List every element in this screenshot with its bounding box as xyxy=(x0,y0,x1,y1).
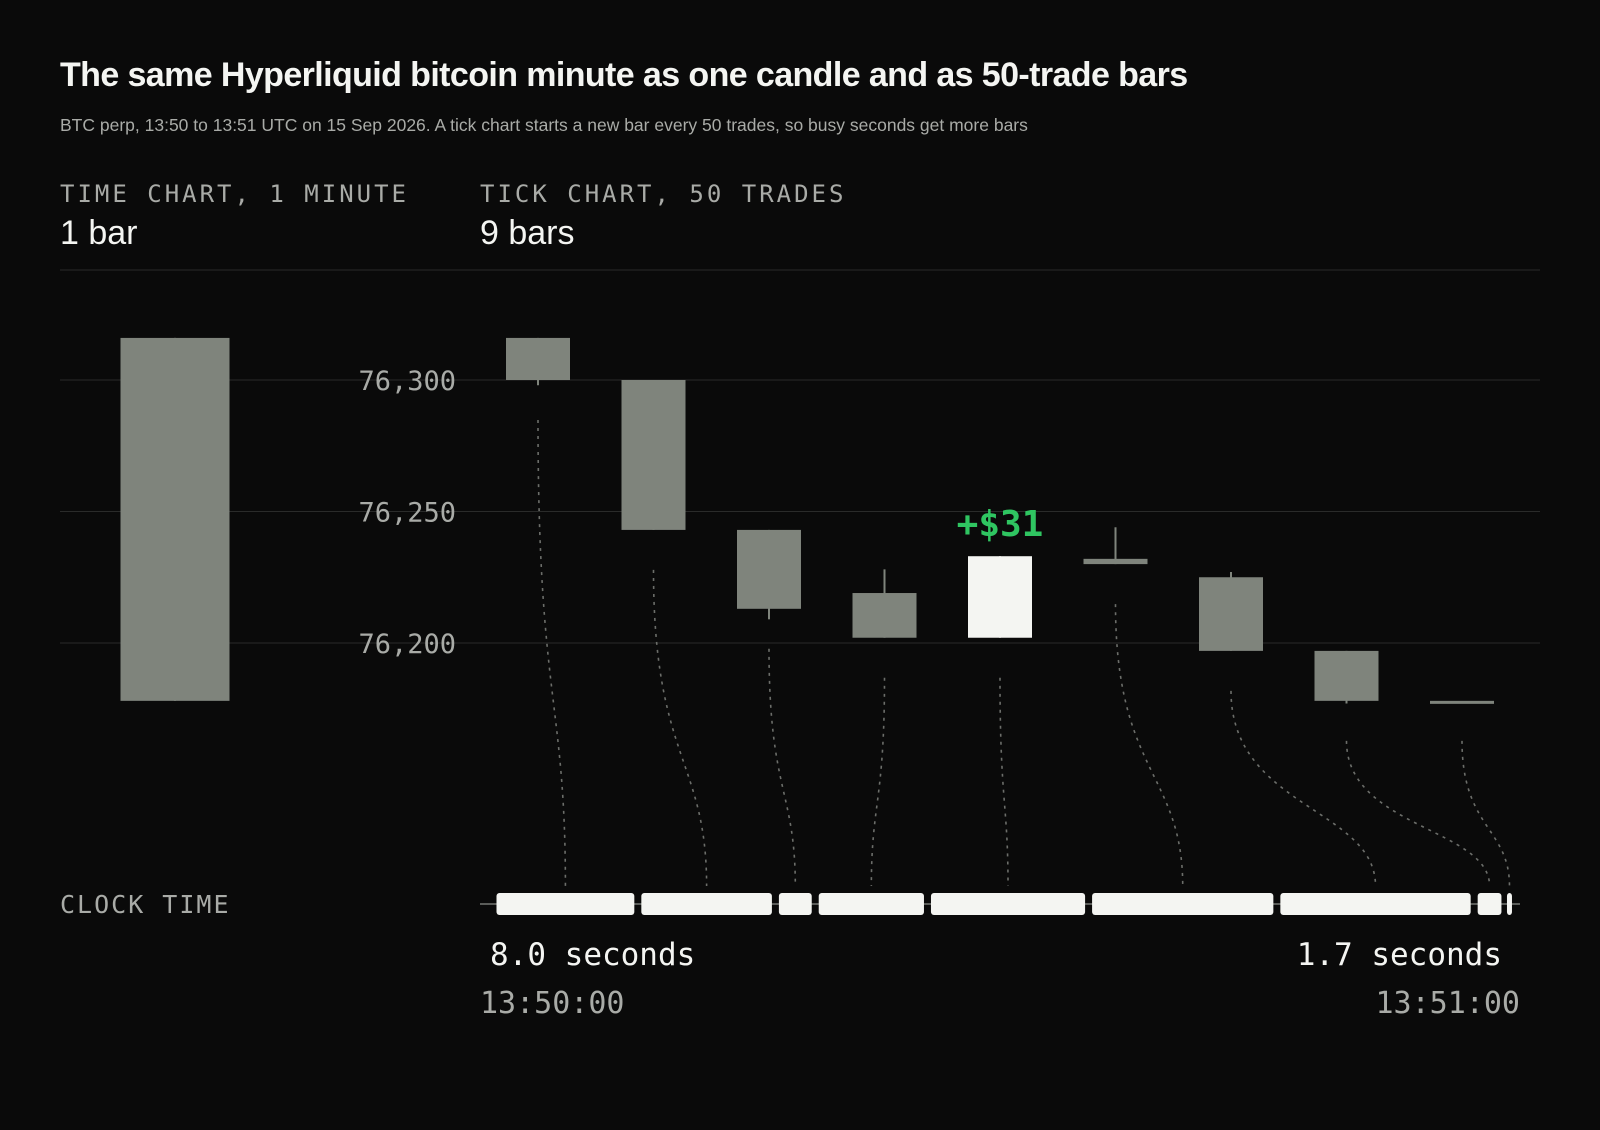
candle-annotation: +$31 xyxy=(957,504,1044,545)
chart-subtitle: BTC perp, 13:50 to 13:51 UTC on 15 Sep 2… xyxy=(60,115,1028,135)
last-duration-label: 1.7 seconds xyxy=(1297,937,1502,973)
clock-segment xyxy=(1280,893,1471,915)
candle-body xyxy=(1430,700,1494,704)
candle-body xyxy=(852,593,917,638)
y-tick-label: 76,250 xyxy=(358,498,456,529)
candle-body xyxy=(120,337,230,701)
first-duration-label: 8.0 seconds xyxy=(490,937,695,973)
tick-candle xyxy=(1083,527,1148,565)
candle-connector xyxy=(1114,604,1184,887)
candle-connector xyxy=(537,419,567,887)
candle-body xyxy=(1083,558,1148,565)
clock-segment xyxy=(1092,893,1274,915)
candle-body xyxy=(1199,577,1263,651)
clock-segment xyxy=(818,893,924,915)
clock-time-label: CLOCK TIME xyxy=(60,890,231,919)
tick-chart-label: TICK CHART, 50 TRADES xyxy=(480,180,847,208)
candle-connector xyxy=(1345,740,1491,887)
candle-connector xyxy=(652,569,708,887)
tick-candle xyxy=(852,569,917,638)
tick-candle xyxy=(1314,650,1379,704)
y-tick-label: 76,300 xyxy=(358,366,456,397)
tick-chart-count: 9 bars xyxy=(480,214,575,252)
tick-candle xyxy=(737,529,801,620)
tick-candle xyxy=(1430,700,1494,704)
clock-end-label: 13:51:00 xyxy=(1376,986,1521,1021)
tick-candle xyxy=(621,380,686,530)
y-tick-label: 76,200 xyxy=(358,629,456,660)
time-chart-label: TIME CHART, 1 MINUTE xyxy=(60,180,409,208)
candle-body xyxy=(621,380,686,530)
time-chart-candle xyxy=(120,337,230,701)
candle-connector xyxy=(768,648,797,887)
candle-body xyxy=(506,337,570,380)
clock-segment xyxy=(1506,893,1512,915)
tick-candle xyxy=(968,556,1032,638)
candle-connector xyxy=(870,677,886,887)
tick-candle xyxy=(1199,571,1263,651)
clock-start-label: 13:50:00 xyxy=(480,986,625,1021)
candle-connector xyxy=(1230,690,1377,887)
clock-segment xyxy=(1477,893,1502,915)
candle-body xyxy=(1314,650,1379,701)
candle-body xyxy=(968,556,1032,638)
chart-title: The same Hyperliquid bitcoin minute as o… xyxy=(60,56,1188,94)
clock-segment xyxy=(641,893,772,915)
tick-candle xyxy=(506,337,570,386)
clock-segment xyxy=(930,893,1086,915)
clock-segment xyxy=(778,893,812,915)
clock-segment xyxy=(496,893,635,915)
time-chart-count: 1 bar xyxy=(60,214,138,252)
candle-connector xyxy=(999,677,1009,887)
candle-body xyxy=(737,529,801,609)
candle-connector xyxy=(1461,740,1511,887)
